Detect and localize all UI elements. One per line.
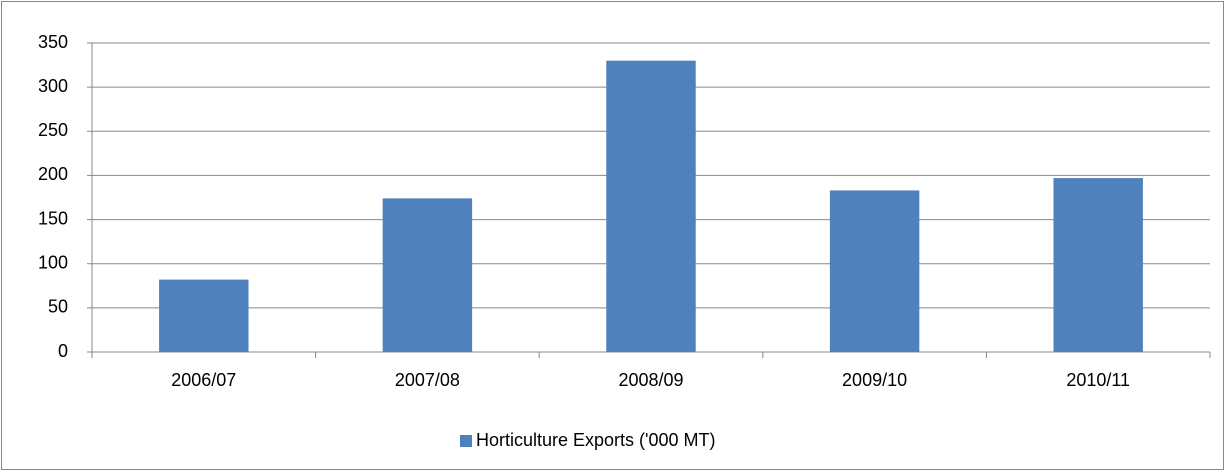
x-tick-label: 2006/07 [171,370,236,390]
y-tick-label: 50 [48,297,68,317]
x-tick-label: 2008/09 [618,370,683,390]
x-tick-label: 2009/10 [842,370,907,390]
bar [606,60,696,353]
x-tick-label: 2010/11 [1066,370,1130,390]
bar [829,190,920,352]
y-tick-label: 0 [58,341,68,361]
x-tick-label: 2007/08 [395,370,460,390]
y-tick-label: 200 [38,164,68,184]
y-tick-label: 350 [38,32,68,52]
y-tick-label: 250 [38,120,68,140]
bar [159,279,249,352]
legend-swatch [460,435,472,447]
y-tick-label: 100 [38,252,68,272]
legend-label: Horticulture Exports ('000 MT) [476,430,716,450]
bar [1053,178,1143,352]
y-tick-label: 300 [38,76,68,96]
bar [382,198,473,352]
y-tick-label: 150 [38,208,68,228]
